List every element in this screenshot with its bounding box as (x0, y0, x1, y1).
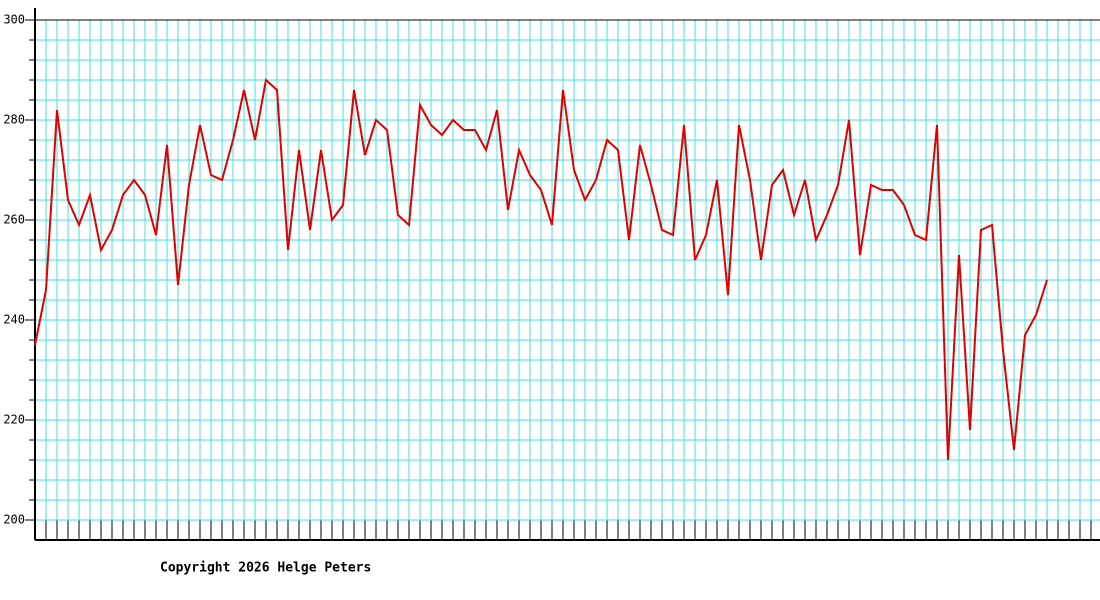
y-tick-label: 220 (3, 413, 25, 427)
y-tick-label: 260 (3, 213, 25, 227)
y-tick-label: 300 (3, 13, 25, 27)
y-tick-label: 240 (3, 313, 25, 327)
y-tick-label: 280 (3, 113, 25, 127)
footer: Copyright 2026 Helge Peters (160, 561, 371, 576)
y-tick-label: 200 (3, 513, 25, 527)
data-line (34, 78, 1048, 461)
